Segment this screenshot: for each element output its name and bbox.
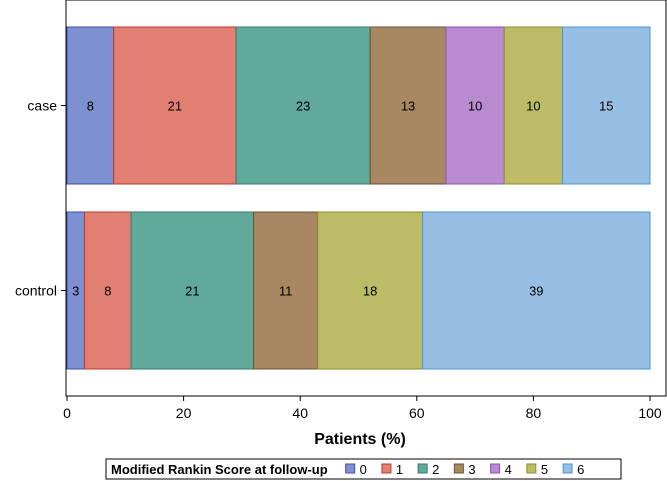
legend-label-3: 3 bbox=[468, 462, 475, 477]
legend-label-2: 2 bbox=[432, 462, 439, 477]
bar-case-score-1 bbox=[113, 26, 237, 185]
x-tick-label-80: 80 bbox=[526, 405, 542, 421]
category-label-control: control bbox=[15, 283, 57, 299]
legend-label-6: 6 bbox=[577, 462, 584, 477]
legend-swatch-1 bbox=[381, 463, 392, 474]
category-label-case: case bbox=[27, 98, 57, 114]
bar-label-control-score-2: 21 bbox=[185, 284, 199, 299]
legend-swatch-5 bbox=[526, 463, 537, 474]
bar-label-case-score-6: 15 bbox=[599, 99, 613, 114]
bar-label-case-score-4: 10 bbox=[468, 99, 482, 114]
bar-case-score-3 bbox=[369, 26, 447, 185]
x-tick-label-60: 60 bbox=[409, 405, 425, 421]
legend: Modified Rankin Score at follow-up 0 1 2 3 4… bbox=[105, 458, 622, 480]
x-tick-label-20: 20 bbox=[176, 405, 192, 421]
bar-label-control-score-5: 18 bbox=[363, 284, 377, 299]
bar-control-score-6 bbox=[422, 211, 651, 370]
bar-label-case-score-5: 10 bbox=[526, 99, 540, 114]
x-axis-title: Patients (%) bbox=[314, 431, 406, 448]
legend-items: 0 1 2 3 4 5 6 bbox=[345, 462, 584, 477]
bar-label-case-score-0: 8 bbox=[87, 99, 94, 114]
legend-label-4: 4 bbox=[505, 462, 512, 477]
bar-label-control-score-1: 8 bbox=[104, 284, 111, 299]
x-tick-label-100: 100 bbox=[638, 405, 662, 421]
bars-group bbox=[66, 26, 651, 370]
bar-label-control-score-3: 11 bbox=[279, 284, 293, 299]
legend-label-1: 1 bbox=[396, 462, 403, 477]
x-tick-label-0: 0 bbox=[63, 405, 71, 421]
bar-case-score-0 bbox=[66, 26, 115, 185]
legend-swatch-6 bbox=[562, 463, 573, 474]
legend-swatch-4 bbox=[490, 463, 501, 474]
bar-labels-group: 8 21 23 13 10 10 15 3 8 21 11 18 39 bbox=[72, 99, 613, 299]
bar-case-score-4 bbox=[445, 26, 505, 185]
bar-case-score-5 bbox=[503, 26, 564, 185]
bar-control-score-2 bbox=[130, 211, 255, 370]
legend-swatch-3 bbox=[453, 463, 464, 474]
legend-swatch-2 bbox=[417, 463, 428, 474]
legend-title: Modified Rankin Score at follow-up bbox=[111, 462, 328, 477]
bar-label-control-score-6: 39 bbox=[529, 284, 543, 299]
x-tick-label-40: 40 bbox=[292, 405, 308, 421]
legend-label-0: 0 bbox=[360, 462, 367, 477]
bar-case-score-6 bbox=[562, 26, 651, 185]
bar-label-control-score-0: 3 bbox=[72, 284, 79, 299]
bar-case-score-2 bbox=[235, 26, 371, 185]
bar-label-case-score-2: 23 bbox=[296, 99, 310, 114]
bar-label-case-score-1: 21 bbox=[168, 99, 182, 114]
legend-swatch-0 bbox=[345, 463, 356, 474]
category-axis: case control bbox=[15, 98, 66, 299]
x-axis: 0 20 40 60 80 100 bbox=[63, 396, 662, 421]
legend-label-5: 5 bbox=[541, 462, 548, 477]
bar-control-score-5 bbox=[317, 211, 424, 370]
bar-label-case-score-3: 13 bbox=[401, 99, 415, 114]
